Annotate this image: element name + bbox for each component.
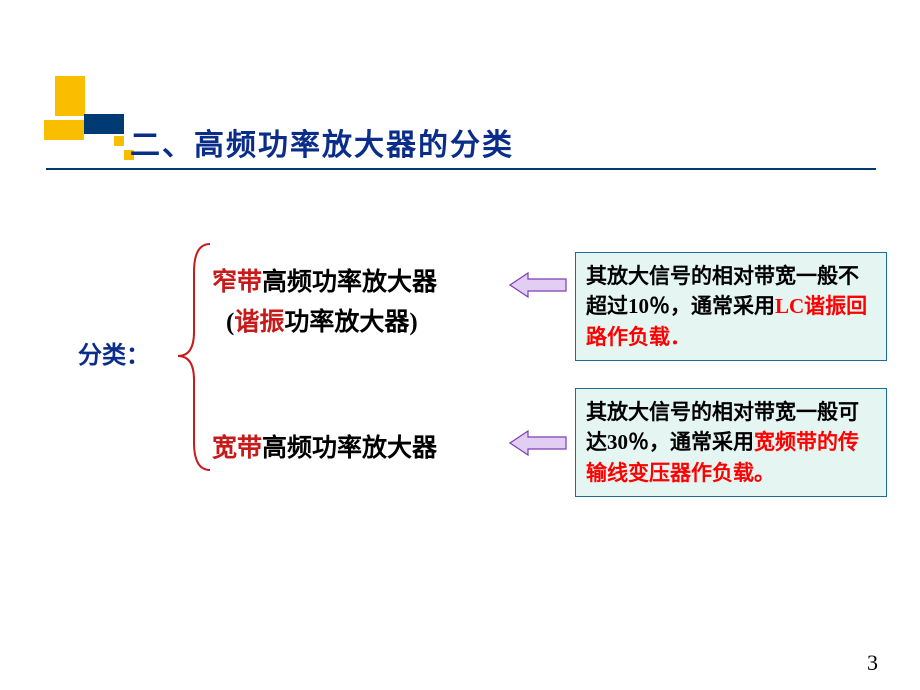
arrow-left-icon — [508, 428, 570, 458]
item-text: 功率放大器) — [284, 309, 417, 336]
deco-block — [114, 136, 124, 146]
info-box-narrowband: 其放大信号的相对带宽一般不超过10％，通常采用LC谐振回路作负载． — [575, 252, 887, 361]
classification-item-narrowband-sub: (谐振功率放大器) — [226, 302, 418, 338]
item-text: 高频功率放大器 — [262, 435, 437, 462]
slide-title: 二、高频功率放大器的分类 — [130, 120, 514, 164]
category-label: 分类： — [78, 335, 150, 370]
classification-item-narrowband: 窄带高频功率放大器 — [212, 262, 437, 298]
page-number: 3 — [867, 650, 878, 676]
info-text: ，通常采用 — [649, 430, 754, 454]
deco-block — [84, 114, 124, 134]
info-box-wideband: 其放大信号的相对带宽一般可达30％，通常采用宽频带的传输线变压器作负载。 — [575, 388, 887, 497]
deco-block — [55, 76, 85, 116]
deco-block — [44, 120, 84, 140]
item-highlight: 窄带 — [212, 269, 262, 296]
info-text: ，通常采用 — [670, 294, 775, 318]
item-highlight: 谐振 — [234, 309, 284, 336]
classification-item-wideband: 宽带高频功率放大器 — [212, 428, 437, 464]
title-underline — [46, 168, 876, 170]
info-percent: 30％ — [607, 430, 649, 454]
arrow-left-icon — [508, 270, 570, 300]
item-highlight: 宽带 — [212, 435, 262, 462]
info-percent: 10％ — [628, 294, 670, 318]
item-text: 高频功率放大器 — [262, 269, 437, 296]
